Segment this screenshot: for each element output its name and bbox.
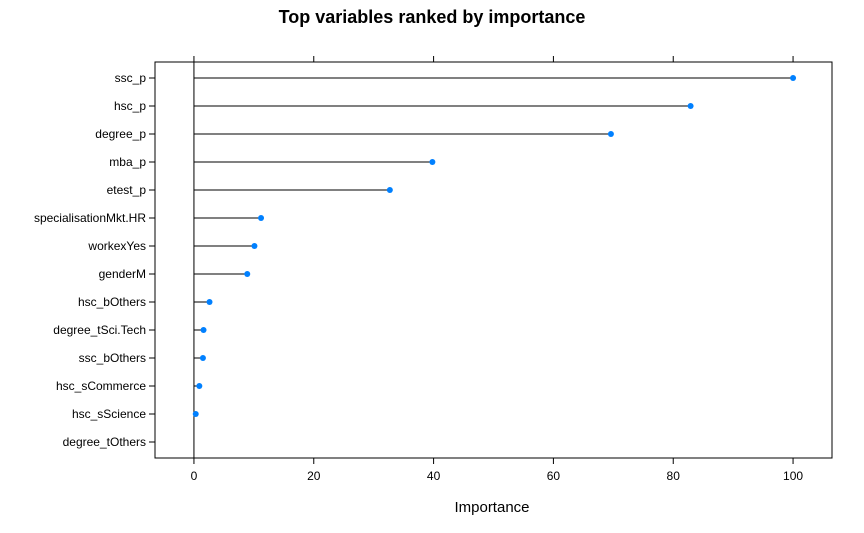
y-tick-label: specialisationMkt.HR — [34, 211, 146, 225]
importance-point — [386, 187, 393, 193]
importance-point — [251, 243, 258, 249]
y-tick-label: mba_p — [109, 155, 146, 169]
y-tick-label: hsc_p — [114, 99, 146, 113]
y-tick-label: hsc_sScience — [72, 407, 146, 421]
importance-point — [196, 383, 203, 389]
x-tick-label: 80 — [667, 469, 681, 483]
x-axis-label: Importance — [454, 499, 529, 516]
x-tick-label: 20 — [307, 469, 321, 483]
plot-frame — [154, 61, 833, 459]
y-tick-label: workexYes — [87, 239, 146, 253]
importance-point — [607, 131, 614, 137]
chart-title: Top variables ranked by importance — [279, 7, 586, 27]
importance-point — [200, 327, 207, 333]
importance-point — [687, 103, 694, 109]
importance-point — [206, 299, 213, 305]
x-tick-label: 100 — [783, 469, 803, 483]
importance-point — [199, 355, 206, 361]
y-tick-label: ssc_p — [115, 71, 147, 85]
y-tick-label: degree_tOthers — [63, 435, 146, 449]
y-tick-label: degree_tSci.Tech — [53, 323, 146, 337]
y-tick-label: hsc_bOthers — [78, 295, 146, 309]
y-tick-label: etest_p — [107, 183, 147, 197]
y-tick-label: genderM — [99, 267, 146, 281]
x-tick-label: 0 — [191, 469, 198, 483]
importance-point — [429, 159, 436, 165]
y-tick-label: hsc_sCommerce — [56, 379, 146, 393]
x-tick-label: 60 — [547, 469, 561, 483]
importance-point — [244, 271, 251, 277]
importance-point — [258, 215, 265, 221]
y-tick-label: ssc_bOthers — [79, 351, 146, 365]
importance-point — [790, 75, 797, 81]
x-tick-label: 40 — [427, 469, 441, 483]
importance-point — [192, 411, 199, 417]
y-tick-label: degree_p — [95, 127, 146, 141]
